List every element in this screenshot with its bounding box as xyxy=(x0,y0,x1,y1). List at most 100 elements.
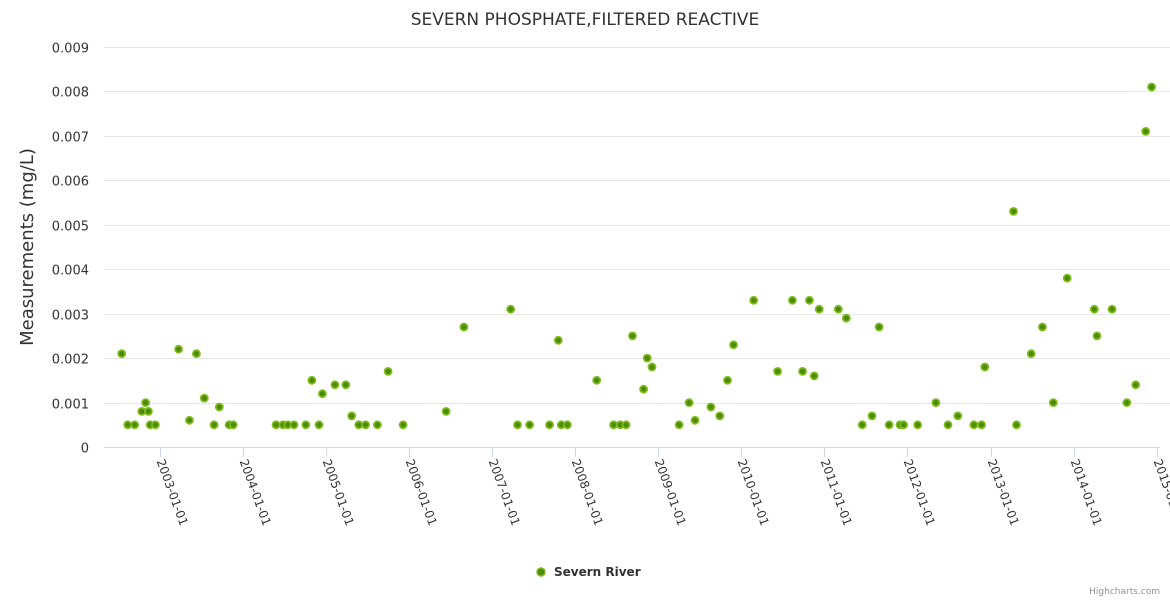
data-point[interactable] xyxy=(931,398,941,408)
data-point[interactable] xyxy=(141,398,151,408)
data-point[interactable] xyxy=(723,375,732,385)
x-tick-label: 2005-01-01 xyxy=(320,457,357,527)
y-tick-label: 0.006 xyxy=(52,175,89,190)
x-tick-label: 2007-01-01 xyxy=(486,457,523,527)
data-point[interactable] xyxy=(185,415,194,425)
data-point[interactable] xyxy=(117,349,127,359)
data-point[interactable] xyxy=(715,411,725,421)
data-point[interactable] xyxy=(1141,126,1151,136)
data-point[interactable] xyxy=(1089,304,1099,314)
credits-link[interactable]: Highcharts.com xyxy=(1089,587,1160,597)
data-point[interactable] xyxy=(706,402,716,412)
y-tick-label: 0.008 xyxy=(52,86,89,101)
data-point[interactable] xyxy=(271,420,281,430)
data-point[interactable] xyxy=(867,411,877,421)
data-point[interactable] xyxy=(647,362,657,372)
data-point[interactable] xyxy=(969,420,979,430)
data-point[interactable] xyxy=(513,420,522,430)
data-point[interactable] xyxy=(289,420,299,430)
data-point[interactable] xyxy=(899,420,908,430)
data-point[interactable] xyxy=(1122,398,1132,408)
data-point[interactable] xyxy=(628,331,637,341)
y-tick-label: 0.004 xyxy=(52,264,89,279)
data-point[interactable] xyxy=(977,420,986,430)
data-point[interactable] xyxy=(1038,322,1047,332)
data-point[interactable] xyxy=(563,420,572,430)
data-point[interactable] xyxy=(798,366,807,376)
x-tick-label: 2003-01-01 xyxy=(154,457,191,527)
data-point[interactable] xyxy=(1131,380,1141,390)
data-point[interactable] xyxy=(301,420,311,430)
data-point[interactable] xyxy=(674,420,684,430)
data-point[interactable] xyxy=(209,420,219,430)
data-point[interactable] xyxy=(123,420,133,430)
legend-marker[interactable] xyxy=(536,567,546,577)
data-point[interactable] xyxy=(199,393,209,403)
data-point[interactable] xyxy=(1012,420,1021,430)
data-point[interactable] xyxy=(441,406,451,416)
data-point[interactable] xyxy=(553,335,563,345)
data-point[interactable] xyxy=(307,375,317,385)
data-point[interactable] xyxy=(525,420,534,430)
data-point[interactable] xyxy=(228,420,238,430)
data-point[interactable] xyxy=(1147,82,1156,92)
data-point[interactable] xyxy=(690,415,700,425)
data-point[interactable] xyxy=(459,322,469,332)
x-tick-label: 2015-01-01 xyxy=(1151,457,1170,527)
data-point[interactable] xyxy=(913,420,923,430)
data-point[interactable] xyxy=(1009,206,1018,216)
data-point[interactable] xyxy=(330,380,340,390)
data-point[interactable] xyxy=(788,295,797,305)
data-point[interactable] xyxy=(684,398,694,408)
data-point[interactable] xyxy=(814,304,824,314)
data-point[interactable] xyxy=(943,420,953,430)
x-tick-label: 2010-01-01 xyxy=(735,457,772,527)
data-point[interactable] xyxy=(130,420,140,430)
data-point[interactable] xyxy=(773,366,782,376)
data-point[interactable] xyxy=(884,420,894,430)
data-point[interactable] xyxy=(347,411,357,421)
data-point[interactable] xyxy=(805,295,814,305)
data-point[interactable] xyxy=(1026,349,1036,359)
y-axis-label: Measurements (mg/L) xyxy=(17,148,38,346)
data-point[interactable] xyxy=(642,353,652,363)
legend[interactable]: Severn River xyxy=(536,565,641,579)
data-point[interactable] xyxy=(639,384,648,394)
y-tick-label: 0.007 xyxy=(52,131,89,146)
data-point[interactable] xyxy=(372,420,382,430)
data-point[interactable] xyxy=(1092,331,1102,341)
data-point[interactable] xyxy=(833,304,843,314)
data-point[interactable] xyxy=(1048,398,1058,408)
data-point[interactable] xyxy=(749,295,759,305)
series-severn-river[interactable] xyxy=(117,82,1156,430)
data-point[interactable] xyxy=(398,420,408,430)
data-point[interactable] xyxy=(191,349,201,359)
data-point[interactable] xyxy=(1062,273,1072,283)
data-point[interactable] xyxy=(857,420,867,430)
data-point[interactable] xyxy=(214,402,224,412)
data-point[interactable] xyxy=(980,362,990,372)
data-point[interactable] xyxy=(729,340,738,350)
data-point[interactable] xyxy=(341,380,351,390)
y-tick-label: 0.001 xyxy=(52,398,89,413)
data-point[interactable] xyxy=(592,375,602,385)
data-point[interactable] xyxy=(150,420,160,430)
data-point[interactable] xyxy=(361,420,371,430)
data-point[interactable] xyxy=(874,322,884,332)
data-point[interactable] xyxy=(317,389,327,399)
data-point[interactable] xyxy=(809,371,819,381)
legend-item-severn-river[interactable]: Severn River xyxy=(554,565,641,579)
data-point[interactable] xyxy=(1107,304,1117,314)
data-point[interactable] xyxy=(174,344,184,354)
data-point[interactable] xyxy=(383,366,393,376)
data-point[interactable] xyxy=(621,420,631,430)
x-tick-label: 2004-01-01 xyxy=(237,457,274,527)
data-point[interactable] xyxy=(314,420,324,430)
data-point[interactable] xyxy=(545,420,554,430)
data-point[interactable] xyxy=(143,406,153,416)
data-point[interactable] xyxy=(953,411,963,421)
data-point[interactable] xyxy=(506,304,516,314)
data-point[interactable] xyxy=(841,313,851,323)
y-tick-label: 0.009 xyxy=(52,42,89,57)
